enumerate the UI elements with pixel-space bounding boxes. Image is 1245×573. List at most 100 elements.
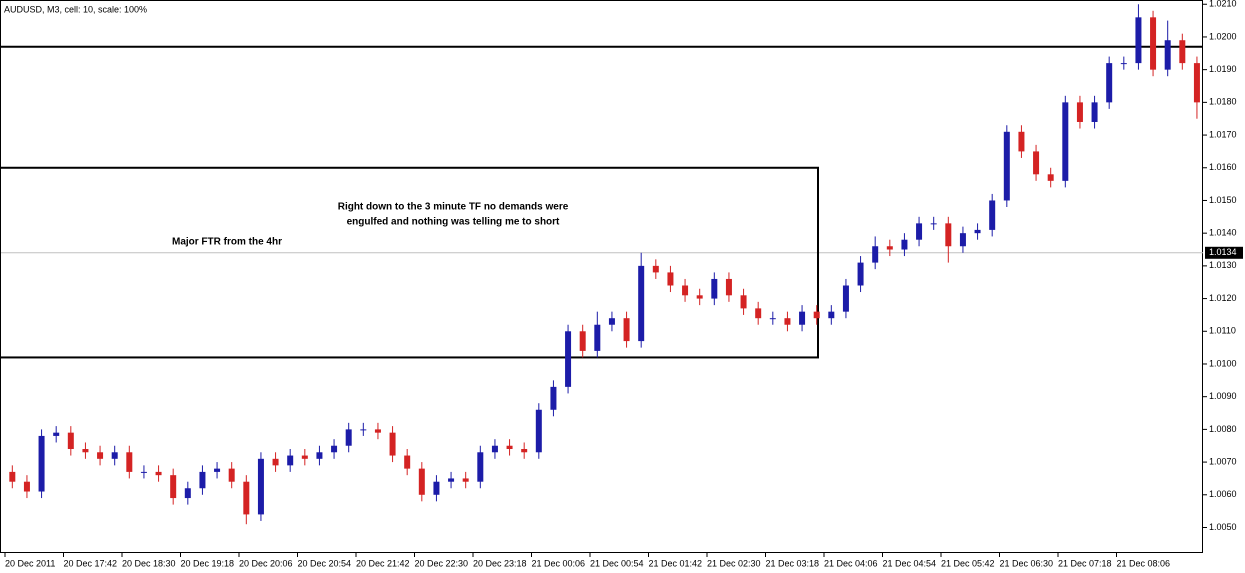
annotation: engulfed and nothing was telling me to s… <box>347 217 560 228</box>
y-tick-label: 1.0090 <box>1209 391 1237 401</box>
y-tick-label: 1.0140 <box>1209 228 1237 238</box>
candle-body <box>1179 40 1186 64</box>
candle-body <box>696 295 703 299</box>
annotation: Major FTR from the 4hr <box>172 237 282 248</box>
candle-body <box>345 429 352 446</box>
y-tick-label: 1.0110 <box>1209 326 1236 336</box>
candle-body <box>82 449 89 453</box>
candle-body <box>652 265 659 273</box>
candle-body <box>608 318 615 325</box>
candle-body <box>97 452 104 459</box>
candle-body <box>725 278 732 296</box>
x-tick-label: 21 Dec 04:06 <box>824 558 878 568</box>
x-tick-label: 20 Dec 23:18 <box>473 558 527 568</box>
plot-frame <box>0 0 1203 553</box>
x-tick-label: 21 Dec 04:54 <box>883 558 937 568</box>
x-tick-label: 21 Dec 03:18 <box>766 558 820 568</box>
candle-body <box>448 478 455 482</box>
candle-body <box>374 429 381 433</box>
candle-body <box>565 331 572 387</box>
x-tick-label: 21 Dec 08:06 <box>1117 558 1171 568</box>
annotation: Right down to the 3 minute TF no demands… <box>338 202 569 213</box>
candle-body <box>1003 131 1010 201</box>
candle-body <box>360 429 367 431</box>
candle-body <box>535 409 542 453</box>
candle-body <box>916 223 923 240</box>
x-tick-label: 20 Dec 18:30 <box>122 558 176 568</box>
candle-body <box>1062 102 1069 181</box>
candle-body <box>1018 131 1025 152</box>
y-tick-label: 1.0130 <box>1209 260 1237 270</box>
y-tick-label: 1.0180 <box>1209 97 1237 107</box>
x-tick-label: 20 Dec 19:18 <box>181 558 235 568</box>
y-tick-label: 1.0050 <box>1209 522 1237 532</box>
x-tick-label: 21 Dec 05:42 <box>941 558 995 568</box>
candle-body <box>872 246 879 263</box>
y-tick-label: 1.0210 <box>1209 0 1237 9</box>
candle-body <box>389 432 396 456</box>
candle-body <box>711 278 718 299</box>
candle-body <box>418 468 425 495</box>
candle-body <box>228 468 235 482</box>
candle-body <box>813 311 820 319</box>
candle-body <box>287 455 294 466</box>
chart-title: AUDUSD, M3, cell: 10, scale: 100% <box>4 4 147 14</box>
x-tick-label: 20 Dec 22:30 <box>415 558 469 568</box>
candle-body <box>579 331 586 351</box>
candle-body <box>842 285 849 312</box>
candle-body <box>433 481 440 495</box>
x-tick-label: 21 Dec 01:42 <box>649 558 703 568</box>
y-tick-label: 1.0200 <box>1209 31 1237 41</box>
candle-body <box>243 481 250 515</box>
candle-body <box>638 265 645 342</box>
y-tick-label: 1.0080 <box>1209 424 1237 434</box>
candle-body <box>1150 17 1157 70</box>
y-tick-label: 1.0150 <box>1209 195 1237 205</box>
candle-body <box>682 285 689 296</box>
candle-body <box>23 481 30 492</box>
x-tick-label: 21 Dec 00:06 <box>532 558 586 568</box>
candle-body <box>170 475 177 499</box>
candle-body <box>901 239 908 250</box>
candle-body <box>521 449 528 453</box>
candle-body <box>462 478 469 482</box>
x-tick-label: 20 Dec 20:06 <box>239 558 293 568</box>
candle-body <box>1091 102 1098 122</box>
candle-body <box>974 229 981 234</box>
candle-body <box>140 471 147 473</box>
y-tick-label: 1.0100 <box>1209 358 1237 368</box>
candle-body <box>1076 102 1083 122</box>
y-tick-label: 1.0160 <box>1209 162 1237 172</box>
candle-body <box>1193 63 1200 103</box>
candle-body <box>1033 151 1040 175</box>
candle-body <box>769 318 776 320</box>
candle-body <box>828 311 835 319</box>
candle-body <box>1106 63 1113 103</box>
candle-body <box>1047 174 1054 181</box>
x-tick-label: 21 Dec 02:30 <box>707 558 761 568</box>
x-tick-label: 21 Dec 07:18 <box>1058 558 1112 568</box>
candle-body <box>1135 17 1142 64</box>
candle-body <box>199 471 206 489</box>
candle-body <box>257 458 264 515</box>
candle-body <box>667 272 674 286</box>
candle-body <box>316 452 323 459</box>
x-tick-label: 20 Dec 21:42 <box>356 558 410 568</box>
y-tick-label: 1.0070 <box>1209 456 1237 466</box>
x-tick-label: 20 Dec 17:42 <box>64 558 118 568</box>
price-tag <box>1205 246 1243 259</box>
candle-body <box>784 318 791 325</box>
candle-body <box>799 311 806 325</box>
x-tick-label: 20 Dec 20:54 <box>298 558 352 568</box>
candle-body <box>67 432 74 450</box>
candle-body <box>623 318 630 342</box>
candle-body <box>740 295 747 309</box>
candle-body <box>9 471 16 482</box>
candle-body <box>755 308 762 319</box>
candle-body <box>126 452 133 472</box>
candle-body <box>1164 40 1171 70</box>
x-tick-label: 21 Dec 06:30 <box>1000 558 1054 568</box>
candle-body <box>1120 63 1127 65</box>
candle-body <box>214 468 221 472</box>
